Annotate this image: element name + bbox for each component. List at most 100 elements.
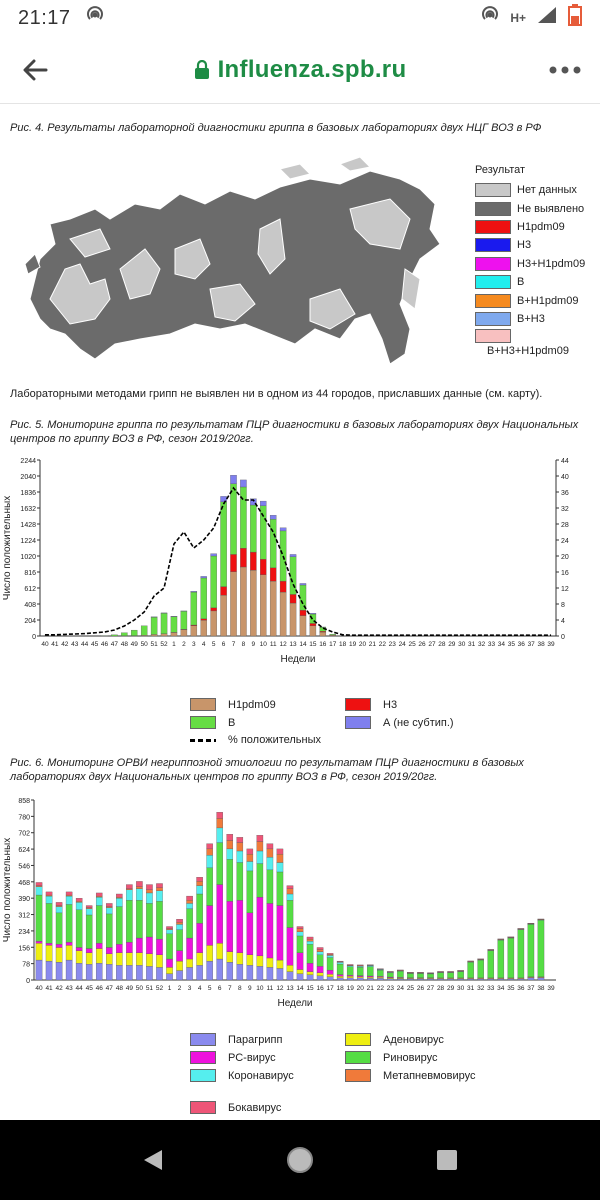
bar-segment <box>329 634 336 636</box>
bar-segment <box>236 837 244 843</box>
bar-segment <box>220 496 227 503</box>
bar-segment <box>326 955 334 958</box>
bar-segment <box>210 610 217 637</box>
legend-swatch <box>345 1033 371 1046</box>
bar-segment <box>126 900 133 943</box>
bar-segment <box>216 812 223 819</box>
y-tick-label: 1836 <box>20 490 36 497</box>
bar-segment <box>336 960 344 962</box>
overflow-menu-button[interactable] <box>530 66 600 74</box>
bar-segment <box>336 974 344 977</box>
bar-segment <box>236 862 244 901</box>
x-tick-label: 6 <box>222 641 226 648</box>
bar-segment <box>397 971 404 978</box>
fig4-caption: Рис. 4. Результаты лабораторной диагност… <box>10 122 542 134</box>
legend-swatch <box>475 183 511 198</box>
x-tick-label: 32 <box>478 641 486 648</box>
bar-segment <box>246 861 254 872</box>
bar-segment <box>220 595 227 637</box>
bar-segment <box>45 894 53 897</box>
bar-segment <box>336 976 344 979</box>
x-tick-label: 29 <box>447 985 455 992</box>
bar-segment <box>279 591 287 637</box>
legend-label: Аденовирус <box>383 1033 444 1046</box>
bar-segment <box>216 943 223 960</box>
percent-positive-line <box>44 486 552 636</box>
x-tick-label: 11 <box>270 641 277 648</box>
bar-segment <box>279 527 287 532</box>
bar-segment <box>210 553 217 557</box>
y-tick-label: 78 <box>22 962 30 969</box>
bar-segment <box>150 617 158 635</box>
legend-swatch <box>345 698 371 711</box>
x-tick-label: 49 <box>126 985 134 992</box>
bar-segment <box>170 632 178 637</box>
y-axis-label: Число положительных <box>2 838 13 942</box>
x-tick-label: 35 <box>507 985 515 992</box>
bar-segment <box>95 963 103 981</box>
bar-segment <box>309 613 317 615</box>
legend-label: H3 <box>517 239 532 252</box>
nav-recents-button[interactable] <box>417 1130 477 1190</box>
bar-segment <box>216 818 223 829</box>
x-tick-label: 7 <box>228 985 232 992</box>
x-axis-label: Недели <box>277 998 312 1009</box>
bar-segment <box>269 567 277 582</box>
bar-segment <box>256 841 264 852</box>
x-tick-label: 19 <box>347 985 355 992</box>
bar-segment <box>306 974 314 981</box>
legend-swatch <box>345 716 371 729</box>
bar-segment <box>260 574 267 637</box>
bar-segment <box>296 952 304 970</box>
bar-segment <box>65 891 73 896</box>
bar-segment <box>316 975 324 981</box>
bar-segment <box>55 944 63 948</box>
bar-segment <box>156 967 163 981</box>
legend-item: Риновирус <box>345 1051 438 1064</box>
bar-segment <box>387 978 394 981</box>
bar-segment <box>186 937 193 960</box>
system-nav-bar <box>0 1120 600 1200</box>
back-button[interactable] <box>0 36 70 104</box>
bar-segment <box>246 848 254 855</box>
bar-segment <box>306 944 314 964</box>
bar-segment <box>266 903 274 959</box>
bar-segment <box>447 978 454 981</box>
legend-label: Коронавирус <box>228 1069 294 1082</box>
x-tick-label: 31 <box>467 985 475 992</box>
fig5-chart: 0204408612816102012241428163218362040224… <box>2 458 569 665</box>
x-tick-label: 15 <box>309 641 317 648</box>
bar-segment <box>146 966 153 981</box>
bar-segment <box>356 967 364 976</box>
x-tick-label: 1 <box>168 985 172 992</box>
bar-segment <box>146 936 153 954</box>
x-tick-label: 48 <box>116 985 124 992</box>
legend-item: % положительных <box>190 734 321 746</box>
bar-segment <box>286 888 294 895</box>
bar-segment <box>35 886 43 896</box>
x-tick-label: 32 <box>477 985 485 992</box>
browser-toolbar: Influenza.spb.ru <box>0 36 600 104</box>
x-tick-label: 28 <box>437 985 445 992</box>
nav-back-button[interactable] <box>123 1130 183 1190</box>
bar-segment <box>75 909 83 948</box>
bar-segment <box>250 498 257 506</box>
bar-segment <box>200 576 207 579</box>
bar-segment <box>507 978 515 981</box>
y-tick-label: 546 <box>18 863 30 870</box>
bar-segment <box>176 950 183 962</box>
legend-item: Парагрипп <box>190 1033 282 1046</box>
bar-segment <box>176 922 183 925</box>
bar-segment <box>186 958 193 968</box>
legend-item: Метапневмовирус <box>345 1069 475 1082</box>
nav-home-button[interactable] <box>270 1130 330 1190</box>
bar-segment <box>220 501 227 587</box>
x-tick-label: 38 <box>537 985 545 992</box>
bar-segment <box>537 920 545 978</box>
bar-segment <box>166 929 173 934</box>
bar-segment <box>537 977 545 981</box>
address-bar[interactable]: Influenza.spb.ru <box>70 56 530 84</box>
bar-segment <box>309 625 317 637</box>
x-tick-label: 44 <box>81 641 89 648</box>
